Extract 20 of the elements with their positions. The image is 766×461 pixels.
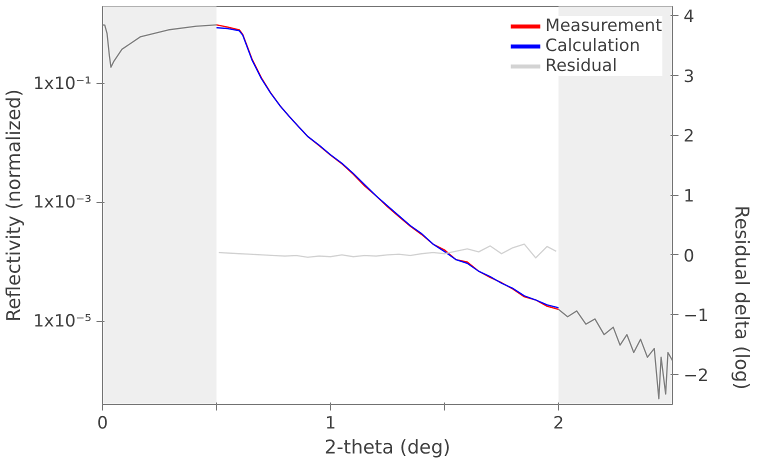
- y-axis-title: Reflectivity (normalized): [3, 89, 26, 322]
- y2-tick-label: 2: [684, 126, 694, 147]
- legend-label: Residual: [545, 56, 618, 76]
- x-axis-title: 2-theta (deg): [324, 436, 450, 458]
- y2-tick-label: 0: [684, 246, 694, 266]
- y2-tick-label: 1: [684, 186, 694, 207]
- y-tick-label: 1x10⁻⁵: [33, 311, 92, 332]
- y2-axis-title: Residual delta (log): [730, 206, 753, 390]
- legend-label: Measurement: [545, 16, 662, 36]
- y2-tick-label: 4: [684, 6, 694, 27]
- x-tick-label: 1: [325, 414, 336, 434]
- y2-tick-label: 3: [684, 66, 694, 87]
- y-tick-label: 1x10⁻¹: [33, 74, 92, 94]
- x-tick-label: 0: [97, 414, 108, 434]
- x-tick-label: 2: [553, 414, 564, 434]
- legend-label: Calculation: [545, 36, 640, 56]
- line-series: [218, 243, 557, 259]
- y2-tick-label: −2: [684, 366, 709, 386]
- y-tick-label: 1x10⁻³: [33, 192, 92, 213]
- y2-tick-label: −1: [684, 306, 709, 326]
